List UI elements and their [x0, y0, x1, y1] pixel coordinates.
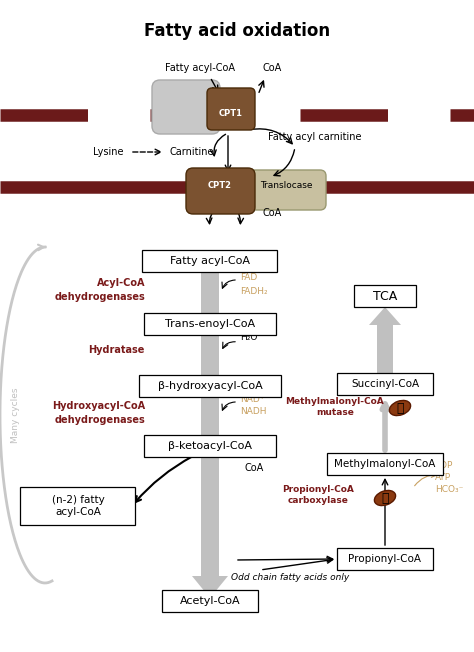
Text: Hydroxyacyl-CoA
dehydrogenases: Hydroxyacyl-CoA dehydrogenases [52, 402, 145, 424]
Text: Succinyl-CoA: Succinyl-CoA [351, 379, 419, 389]
FancyBboxPatch shape [144, 313, 276, 335]
Text: H₂O: H₂O [240, 334, 257, 342]
Text: Fatty acyl carnitine: Fatty acyl carnitine [268, 132, 362, 142]
FancyBboxPatch shape [186, 168, 255, 214]
Ellipse shape [374, 490, 396, 505]
FancyBboxPatch shape [207, 88, 255, 130]
FancyBboxPatch shape [139, 375, 281, 397]
Text: 🦠: 🦠 [381, 492, 389, 505]
Text: CPT2: CPT2 [208, 181, 232, 190]
Text: CoA: CoA [245, 463, 264, 473]
FancyBboxPatch shape [354, 285, 416, 307]
FancyBboxPatch shape [20, 487, 136, 525]
Text: FAD: FAD [240, 273, 257, 282]
Text: Methylmalonyl-CoA: Methylmalonyl-CoA [334, 459, 436, 469]
Text: FADH₂: FADH₂ [240, 286, 268, 295]
FancyBboxPatch shape [246, 170, 326, 210]
Text: NAD⁺: NAD⁺ [240, 394, 264, 404]
Polygon shape [369, 307, 401, 373]
Text: CPT1: CPT1 [219, 108, 243, 117]
Text: Hydratase: Hydratase [89, 345, 145, 355]
FancyBboxPatch shape [143, 250, 277, 272]
FancyBboxPatch shape [152, 80, 220, 134]
Text: Carnitine: Carnitine [170, 147, 214, 157]
Text: Odd chain fatty acids only: Odd chain fatty acids only [231, 572, 349, 582]
FancyBboxPatch shape [337, 548, 433, 570]
Text: HCO₃⁻: HCO₃⁻ [435, 486, 464, 494]
Text: ADP: ADP [435, 462, 453, 471]
Text: β-ketoacyl-CoA: β-ketoacyl-CoA [168, 441, 252, 451]
FancyBboxPatch shape [162, 590, 258, 612]
Text: Trans-enoyl-CoA: Trans-enoyl-CoA [165, 319, 255, 329]
Text: Translocase: Translocase [260, 181, 312, 190]
Text: NADH: NADH [240, 408, 266, 417]
Text: Fatty acid oxidation: Fatty acid oxidation [144, 22, 330, 40]
FancyBboxPatch shape [144, 435, 276, 457]
Text: Many cycles: Many cycles [11, 387, 20, 443]
Text: Methylmalonyl-CoA
mutase: Methylmalonyl-CoA mutase [286, 396, 384, 417]
Text: Fatty acyl-CoA: Fatty acyl-CoA [170, 256, 250, 266]
Text: Acyl-CoA
dehydrogenases: Acyl-CoA dehydrogenases [54, 278, 145, 302]
Ellipse shape [389, 400, 410, 415]
Text: Fatty acyl-CoA: Fatty acyl-CoA [165, 63, 235, 73]
Text: Propionyl-CoA: Propionyl-CoA [348, 554, 421, 564]
Text: Lysine: Lysine [93, 147, 123, 157]
Text: (n-2) fatty
acyl-CoA: (n-2) fatty acyl-CoA [52, 496, 104, 517]
Text: TCA: TCA [373, 289, 397, 303]
Text: CoA: CoA [263, 63, 282, 73]
FancyBboxPatch shape [327, 453, 443, 475]
Text: ATP: ATP [435, 473, 451, 481]
Polygon shape [192, 250, 228, 598]
Text: 🦠: 🦠 [396, 402, 404, 415]
Text: β-hydroxyacyl-CoA: β-hydroxyacyl-CoA [158, 381, 263, 391]
Text: CoA: CoA [263, 208, 282, 218]
FancyBboxPatch shape [337, 373, 433, 395]
Text: Propionyl-CoA
carboxylase: Propionyl-CoA carboxylase [282, 484, 354, 505]
Text: Acetyl-CoA: Acetyl-CoA [180, 596, 240, 606]
